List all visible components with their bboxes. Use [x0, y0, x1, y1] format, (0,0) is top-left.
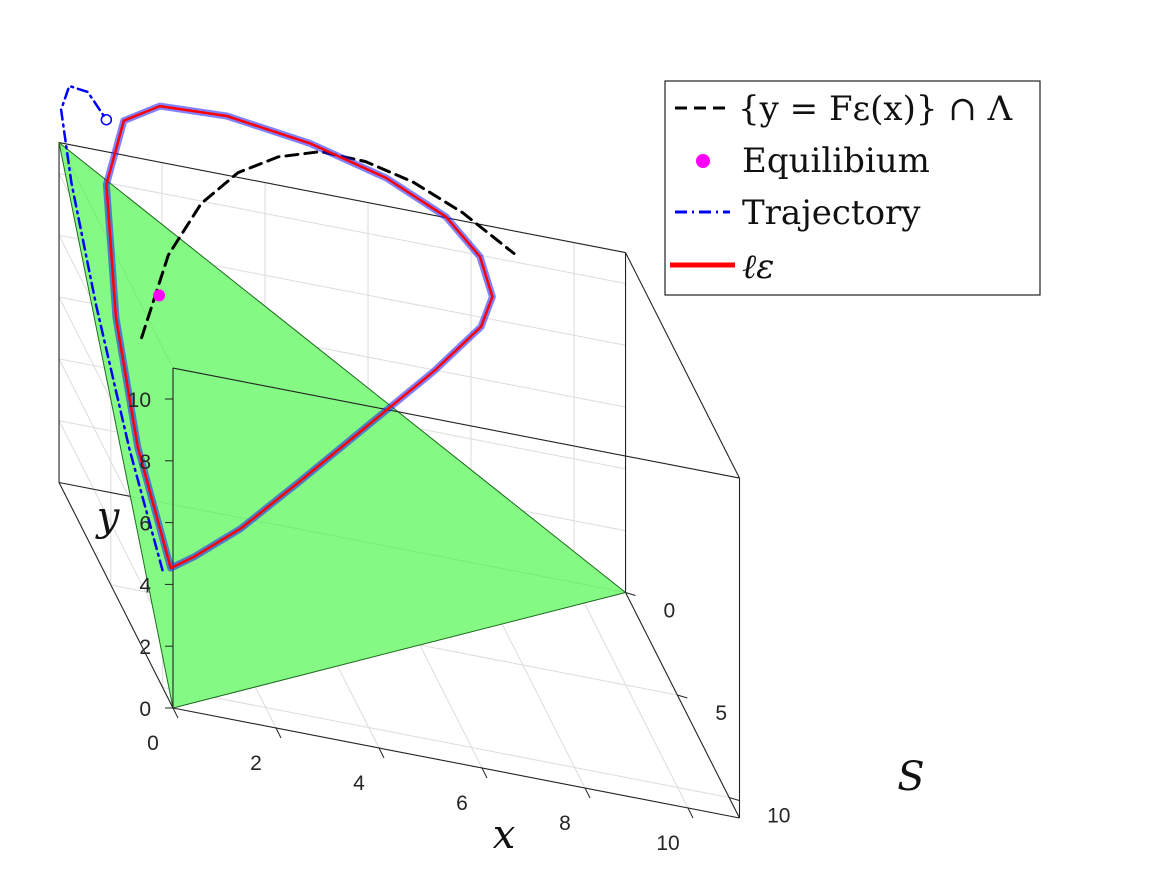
tick-labels: 0 2 4 6 8 10 0 2 4 6 8 10 0 5 10	[128, 389, 791, 855]
series-equilibrium-point	[153, 289, 166, 302]
plane-lambda	[58, 141, 627, 709]
legend: {y = Fε(x)} ∩ Λ Equilibium Trajectory ℓε	[664, 80, 1041, 296]
axes-box-front	[58, 252, 741, 819]
x-tick-mark	[378, 747, 385, 759]
s-tick-mark	[677, 694, 688, 699]
y-tick-label: 4	[139, 574, 151, 597]
legend-label-trajectory: Trajectory	[742, 193, 921, 233]
series-trajectory	[59, 84, 164, 572]
legend-box	[664, 80, 1041, 296]
box-edge-front	[625, 592, 740, 819]
x-tick-label: 2	[250, 752, 262, 775]
series-layer	[59, 84, 516, 572]
grid-line-x	[573, 242, 689, 809]
y-tick-label: 10	[128, 389, 151, 412]
legend-swatch-equilibrium	[696, 154, 710, 168]
box-edge-front	[58, 482, 174, 709]
trajectory-start-marker	[100, 113, 113, 126]
legend-label-curve-set: {y = Fε(x)} ∩ Λ	[738, 89, 1013, 129]
y-axis-label: y	[95, 494, 121, 540]
y-tick-label: 8	[139, 451, 151, 474]
x-tick-mark	[275, 727, 282, 739]
series-cycle	[105, 104, 494, 570]
legend-label-equilibrium: Equilibium	[742, 141, 930, 181]
s-tick-mark	[728, 797, 740, 801]
x-tick-label: 8	[559, 812, 571, 835]
x-tick-label: 6	[456, 792, 468, 815]
s-tick-label: 5	[715, 702, 727, 725]
s-tick-label: 0	[664, 600, 676, 623]
x-axis-label: x	[493, 812, 516, 858]
x-tick-label: 4	[353, 772, 365, 795]
x-tick-label: 10	[656, 832, 679, 855]
x-tick-mark	[481, 767, 488, 779]
s-tick-mark	[625, 592, 636, 596]
s-axis-label: S	[897, 754, 924, 800]
box-edge-front	[172, 367, 740, 479]
y-tick-label: 0	[139, 698, 151, 721]
y-tick-label: 6	[139, 513, 151, 536]
y-tick-label: 2	[139, 636, 151, 659]
series-curve-set	[140, 150, 516, 340]
box-edge-front	[625, 252, 740, 479]
x-tick-mark	[687, 807, 694, 819]
x-tick-mark	[172, 707, 179, 719]
box-edge-back	[58, 142, 626, 254]
x-tick-label: 0	[147, 732, 159, 755]
s-tick-label: 10	[767, 805, 790, 828]
x-tick-mark	[584, 787, 591, 799]
legend-label-cycle: ℓε	[742, 247, 774, 287]
box-edge-front	[172, 707, 740, 819]
